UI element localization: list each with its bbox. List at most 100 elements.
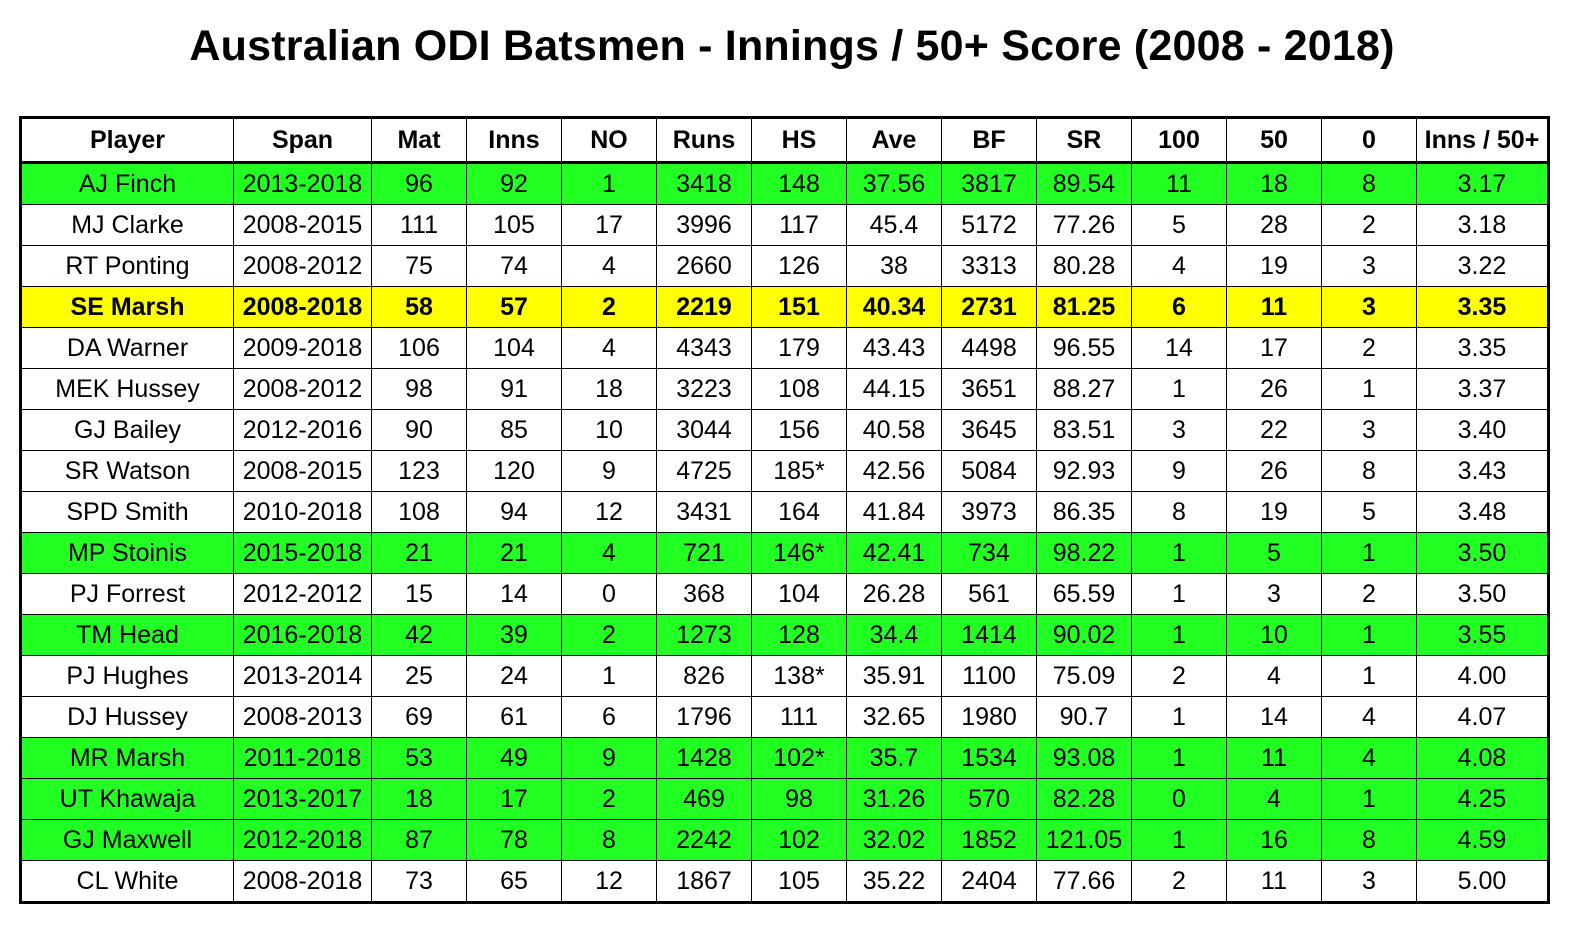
player-name-cell: MJ Clarke	[20, 204, 234, 246]
stat-cell: 0	[561, 573, 657, 615]
stat-cell: 41.84	[846, 491, 942, 533]
stat-cell: 2	[561, 286, 657, 328]
stat-cell: 5	[1226, 532, 1322, 574]
stat-cell: 21	[466, 532, 562, 574]
stat-cell: 146*	[751, 532, 847, 574]
stat-cell: 42.56	[846, 450, 942, 492]
stat-cell: 1534	[941, 737, 1037, 779]
stat-cell: 1	[1131, 696, 1227, 738]
stat-cell: 721	[656, 532, 752, 574]
stat-cell: 32.65	[846, 696, 942, 738]
column-header: 0	[1321, 117, 1417, 163]
stat-cell: 3	[1226, 573, 1322, 615]
stat-cell: 91	[466, 368, 562, 410]
stat-cell: 561	[941, 573, 1037, 615]
stat-cell: 1414	[941, 614, 1037, 656]
stat-cell: 1	[561, 655, 657, 697]
stat-cell: 2012-2016	[233, 409, 372, 451]
stat-cell: 81.25	[1036, 286, 1132, 328]
stat-cell: 14	[466, 573, 562, 615]
stat-cell: 16	[1226, 819, 1322, 861]
stat-cell: 2012-2018	[233, 819, 372, 861]
player-name-cell: UT Khawaja	[20, 778, 234, 820]
column-header: HS	[751, 117, 847, 163]
stat-cell: 24	[466, 655, 562, 697]
stat-cell: 44.15	[846, 368, 942, 410]
stat-cell: 3313	[941, 245, 1037, 287]
stat-cell: 2242	[656, 819, 752, 861]
stat-cell: 58	[371, 286, 467, 328]
stat-cell: 14	[1131, 327, 1227, 369]
player-name-cell: CL White	[20, 860, 234, 903]
stat-cell: 4343	[656, 327, 752, 369]
column-header: BF	[941, 117, 1037, 163]
stat-cell: 2008-2018	[233, 286, 372, 328]
table-row: SR Watson 2008-2015 123 120 9 4725 185* 42.56 50…	[20, 450, 1549, 492]
stat-cell: 4	[1226, 655, 1322, 697]
player-name-cell: MP Stoinis	[20, 532, 234, 574]
stat-cell: 3	[1321, 409, 1417, 451]
stat-cell: 3431	[656, 491, 752, 533]
table-row: DA Warner 2009-2018 106 104 4 4343 179 43.43 449…	[20, 327, 1549, 369]
stat-cell: 4	[1226, 778, 1322, 820]
stat-cell: 4	[561, 327, 657, 369]
stat-cell: 92	[466, 162, 562, 205]
player-name-cell: PJ Forrest	[20, 573, 234, 615]
stat-cell: 2	[1321, 204, 1417, 246]
stat-cell: 2008-2015	[233, 450, 372, 492]
stat-cell: 18	[561, 368, 657, 410]
stat-cell: 3.50	[1416, 532, 1549, 574]
stat-cell: 10	[1226, 614, 1322, 656]
stat-cell: 102*	[751, 737, 847, 779]
stat-cell: 111	[371, 204, 467, 246]
stat-cell: 6	[1131, 286, 1227, 328]
column-header: Player	[20, 117, 234, 163]
stat-cell: 49	[466, 737, 562, 779]
table-row: GJ Bailey 2012-2016 90 85 10 3044 156 40.58 3645…	[20, 409, 1549, 451]
stat-cell: 75.09	[1036, 655, 1132, 697]
table-row: SE Marsh 2008-2018 58 57 2 2219 151 40.34 2731 81…	[20, 286, 1549, 328]
player-name-cell: RT Ponting	[20, 245, 234, 287]
stat-cell: 96.55	[1036, 327, 1132, 369]
stat-cell: 3.18	[1416, 204, 1549, 246]
stat-cell: 117	[751, 204, 847, 246]
stat-cell: 2660	[656, 245, 752, 287]
stat-cell: 45.4	[846, 204, 942, 246]
stat-cell: 2404	[941, 860, 1037, 903]
batting-stats-table: Player Span Mat Inns NO Runs HS Ave BF SR 100 50 0 In…	[19, 116, 1550, 904]
stat-cell: 77.26	[1036, 204, 1132, 246]
stat-cell: 2011-2018	[233, 737, 372, 779]
stat-cell: 32.02	[846, 819, 942, 861]
stat-cell: 106	[371, 327, 467, 369]
column-header: 100	[1131, 117, 1227, 163]
stat-cell: 3	[1321, 860, 1417, 903]
stat-cell: 3.37	[1416, 368, 1549, 410]
chart-title: Australian ODI Batsmen - Innings / 50+ S…	[189, 22, 1395, 70]
stat-cell: 826	[656, 655, 752, 697]
stat-cell: 42.41	[846, 532, 942, 574]
stat-cell: 9	[1131, 450, 1227, 492]
stat-cell: 11	[1226, 286, 1322, 328]
stat-cell: 164	[751, 491, 847, 533]
stat-cell: 83.51	[1036, 409, 1132, 451]
stat-cell: 104	[466, 327, 562, 369]
player-name-cell: DJ Hussey	[20, 696, 234, 738]
stat-cell: 108	[751, 368, 847, 410]
player-name-cell: GJ Maxwell	[20, 819, 234, 861]
stat-cell: 151	[751, 286, 847, 328]
stat-cell: 35.22	[846, 860, 942, 903]
stat-cell: 4	[1131, 245, 1227, 287]
stat-cell: 2013-2014	[233, 655, 372, 697]
stat-cell: 5.00	[1416, 860, 1549, 903]
table-row: CL White 2008-2018 73 65 12 1867 105 35.22 2404 7…	[20, 860, 1549, 903]
stat-cell: 2219	[656, 286, 752, 328]
table-row: MP Stoinis 2015-2018 21 21 4 721 146* 42.41 734 9…	[20, 532, 1549, 574]
stat-cell: 5	[1321, 491, 1417, 533]
column-header: Span	[233, 117, 372, 163]
stat-cell: 3817	[941, 162, 1037, 205]
stat-cell: 2008-2012	[233, 368, 372, 410]
stat-cell: 1796	[656, 696, 752, 738]
stat-cell: 22	[1226, 409, 1322, 451]
stat-cell: 2012-2012	[233, 573, 372, 615]
stat-cell: 3.22	[1416, 245, 1549, 287]
